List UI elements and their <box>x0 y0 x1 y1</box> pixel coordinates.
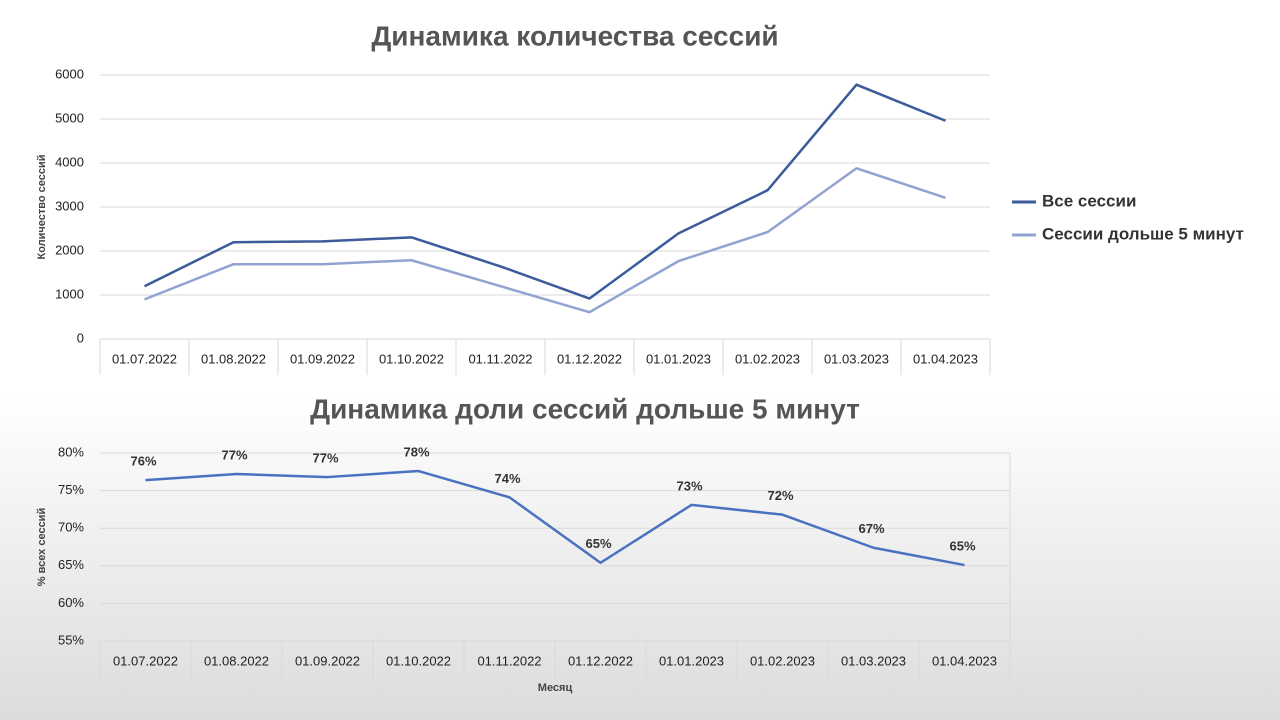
x-tick-label: 01.04.2023 <box>913 351 978 366</box>
x-tick-label: 01.11.2022 <box>477 653 541 668</box>
x-tick-label: 01.09.2022 <box>295 653 360 668</box>
data-label: 77% <box>221 447 247 462</box>
x-tick-label: 01.01.2023 <box>659 653 724 668</box>
x-tick-label: 01.07.2022 <box>112 351 177 366</box>
y-tick-label: 75% <box>58 482 84 497</box>
x-axis-title: Месяц <box>538 682 573 694</box>
x-tick-label: 01.01.2023 <box>646 351 711 366</box>
data-label: 67% <box>858 521 884 536</box>
y-tick-label: 3000 <box>55 198 84 213</box>
y-tick-label: 65% <box>58 557 84 572</box>
y-axis-title: Количество сессий <box>36 154 48 259</box>
x-tick-label: 01.12.2022 <box>568 653 633 668</box>
data-label: 74% <box>494 471 520 486</box>
y-tick-label: 4000 <box>55 154 84 169</box>
x-tick-label: 01.08.2022 <box>204 653 269 668</box>
data-label: 77% <box>312 451 338 466</box>
x-tick-label: 01.09.2022 <box>290 351 355 366</box>
data-label: 78% <box>403 444 429 459</box>
data-label: 65% <box>585 536 611 551</box>
legend-label: Сессии дольше 5 минут <box>1042 224 1244 243</box>
y-tick-label: 60% <box>58 595 84 610</box>
x-tick-label: 01.10.2022 <box>386 653 451 668</box>
x-tick-label: 01.04.2023 <box>932 653 997 668</box>
y-tick-label: 0 <box>77 330 84 345</box>
data-line <box>143 83 946 300</box>
x-tick-label: 01.03.2023 <box>841 653 906 668</box>
y-tick-label: 5000 <box>55 110 84 125</box>
y-tick-label: 6000 <box>55 66 84 81</box>
chart-title: Динамика доли сессий дольше 5 минут <box>310 393 860 424</box>
data-line <box>145 469 965 567</box>
y-tick-label: 1000 <box>55 286 84 301</box>
x-tick-label: 01.12.2022 <box>557 351 622 366</box>
data-label: 65% <box>949 538 975 553</box>
x-tick-label: 01.02.2023 <box>750 653 815 668</box>
y-tick-label: 70% <box>58 520 84 535</box>
y-axis-title: % всех сессий <box>36 508 48 586</box>
data-label: 73% <box>676 478 702 493</box>
legend-label: Все сессии <box>1042 191 1136 210</box>
data-label: 72% <box>767 488 793 503</box>
x-tick-label: 01.10.2022 <box>379 351 444 366</box>
x-tick-label: 01.07.2022 <box>113 653 178 668</box>
y-tick-label: 2000 <box>55 242 84 257</box>
x-tick-label: 01.03.2023 <box>824 351 889 366</box>
x-tick-label: 01.08.2022 <box>201 351 266 366</box>
data-label: 76% <box>130 454 156 469</box>
x-tick-label: 01.02.2023 <box>735 351 800 366</box>
y-tick-label: 80% <box>58 444 84 459</box>
data-line <box>144 167 946 314</box>
y-tick-label: 55% <box>58 632 84 647</box>
x-tick-label: 01.11.2022 <box>468 351 532 366</box>
chart-title: Динамика количества сессий <box>371 20 778 51</box>
